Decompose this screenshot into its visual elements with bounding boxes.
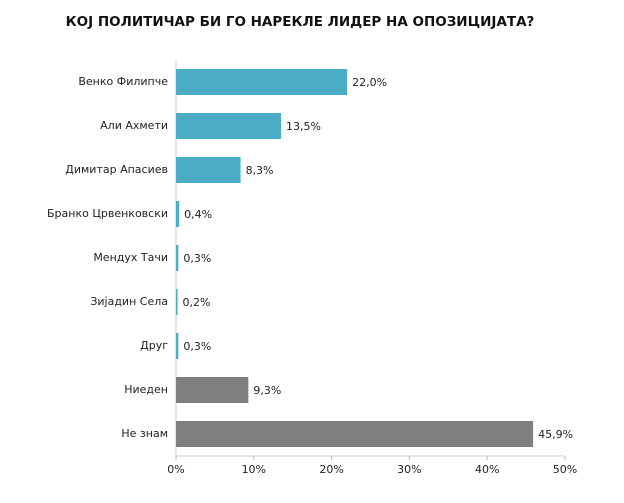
bar xyxy=(176,333,179,359)
x-tick-label: 50% xyxy=(553,463,577,476)
value-label: 0,4% xyxy=(184,208,212,221)
y-tick-label: Али Ахмети xyxy=(100,119,168,132)
bar xyxy=(176,113,282,139)
chart-title: КОЈ ПОЛИТИЧАР БИ ГО НАРЕКЛЕ ЛИДЕР НА ОПО… xyxy=(66,14,535,30)
y-tick-label: Мендух Тачи xyxy=(93,251,168,264)
value-label: 0,2% xyxy=(183,296,211,309)
y-tick-label: Димитар Апасиев xyxy=(65,163,168,176)
value-label: 13,5% xyxy=(286,120,321,133)
value-label: 22,0% xyxy=(352,76,387,89)
bar xyxy=(176,421,534,447)
y-tick-label: Друг xyxy=(140,339,168,352)
x-tick-label: 20% xyxy=(319,463,343,476)
value-label: 9,3% xyxy=(253,384,281,397)
value-label: 45,9% xyxy=(538,428,573,441)
bar xyxy=(176,377,249,403)
y-tick-label: Не знам xyxy=(121,427,168,440)
x-tick-label: 0% xyxy=(167,463,184,476)
y-tick-label: Зијадин Села xyxy=(90,295,168,308)
y-tick-label: Бранко Црвенковски xyxy=(47,207,168,220)
bar xyxy=(176,245,179,271)
x-tick-label: 30% xyxy=(397,463,421,476)
y-tick-label: Венко Филипче xyxy=(78,75,168,88)
y-tick-label: Ниеден xyxy=(124,383,168,396)
bar xyxy=(176,289,178,315)
x-tick-label: 40% xyxy=(475,463,499,476)
bar xyxy=(176,157,241,183)
value-label: 0,3% xyxy=(183,252,211,265)
value-label: 0,3% xyxy=(183,340,211,353)
bar xyxy=(176,201,180,227)
value-label: 8,3% xyxy=(246,164,274,177)
x-tick-label: 10% xyxy=(242,463,266,476)
bar xyxy=(176,69,348,95)
